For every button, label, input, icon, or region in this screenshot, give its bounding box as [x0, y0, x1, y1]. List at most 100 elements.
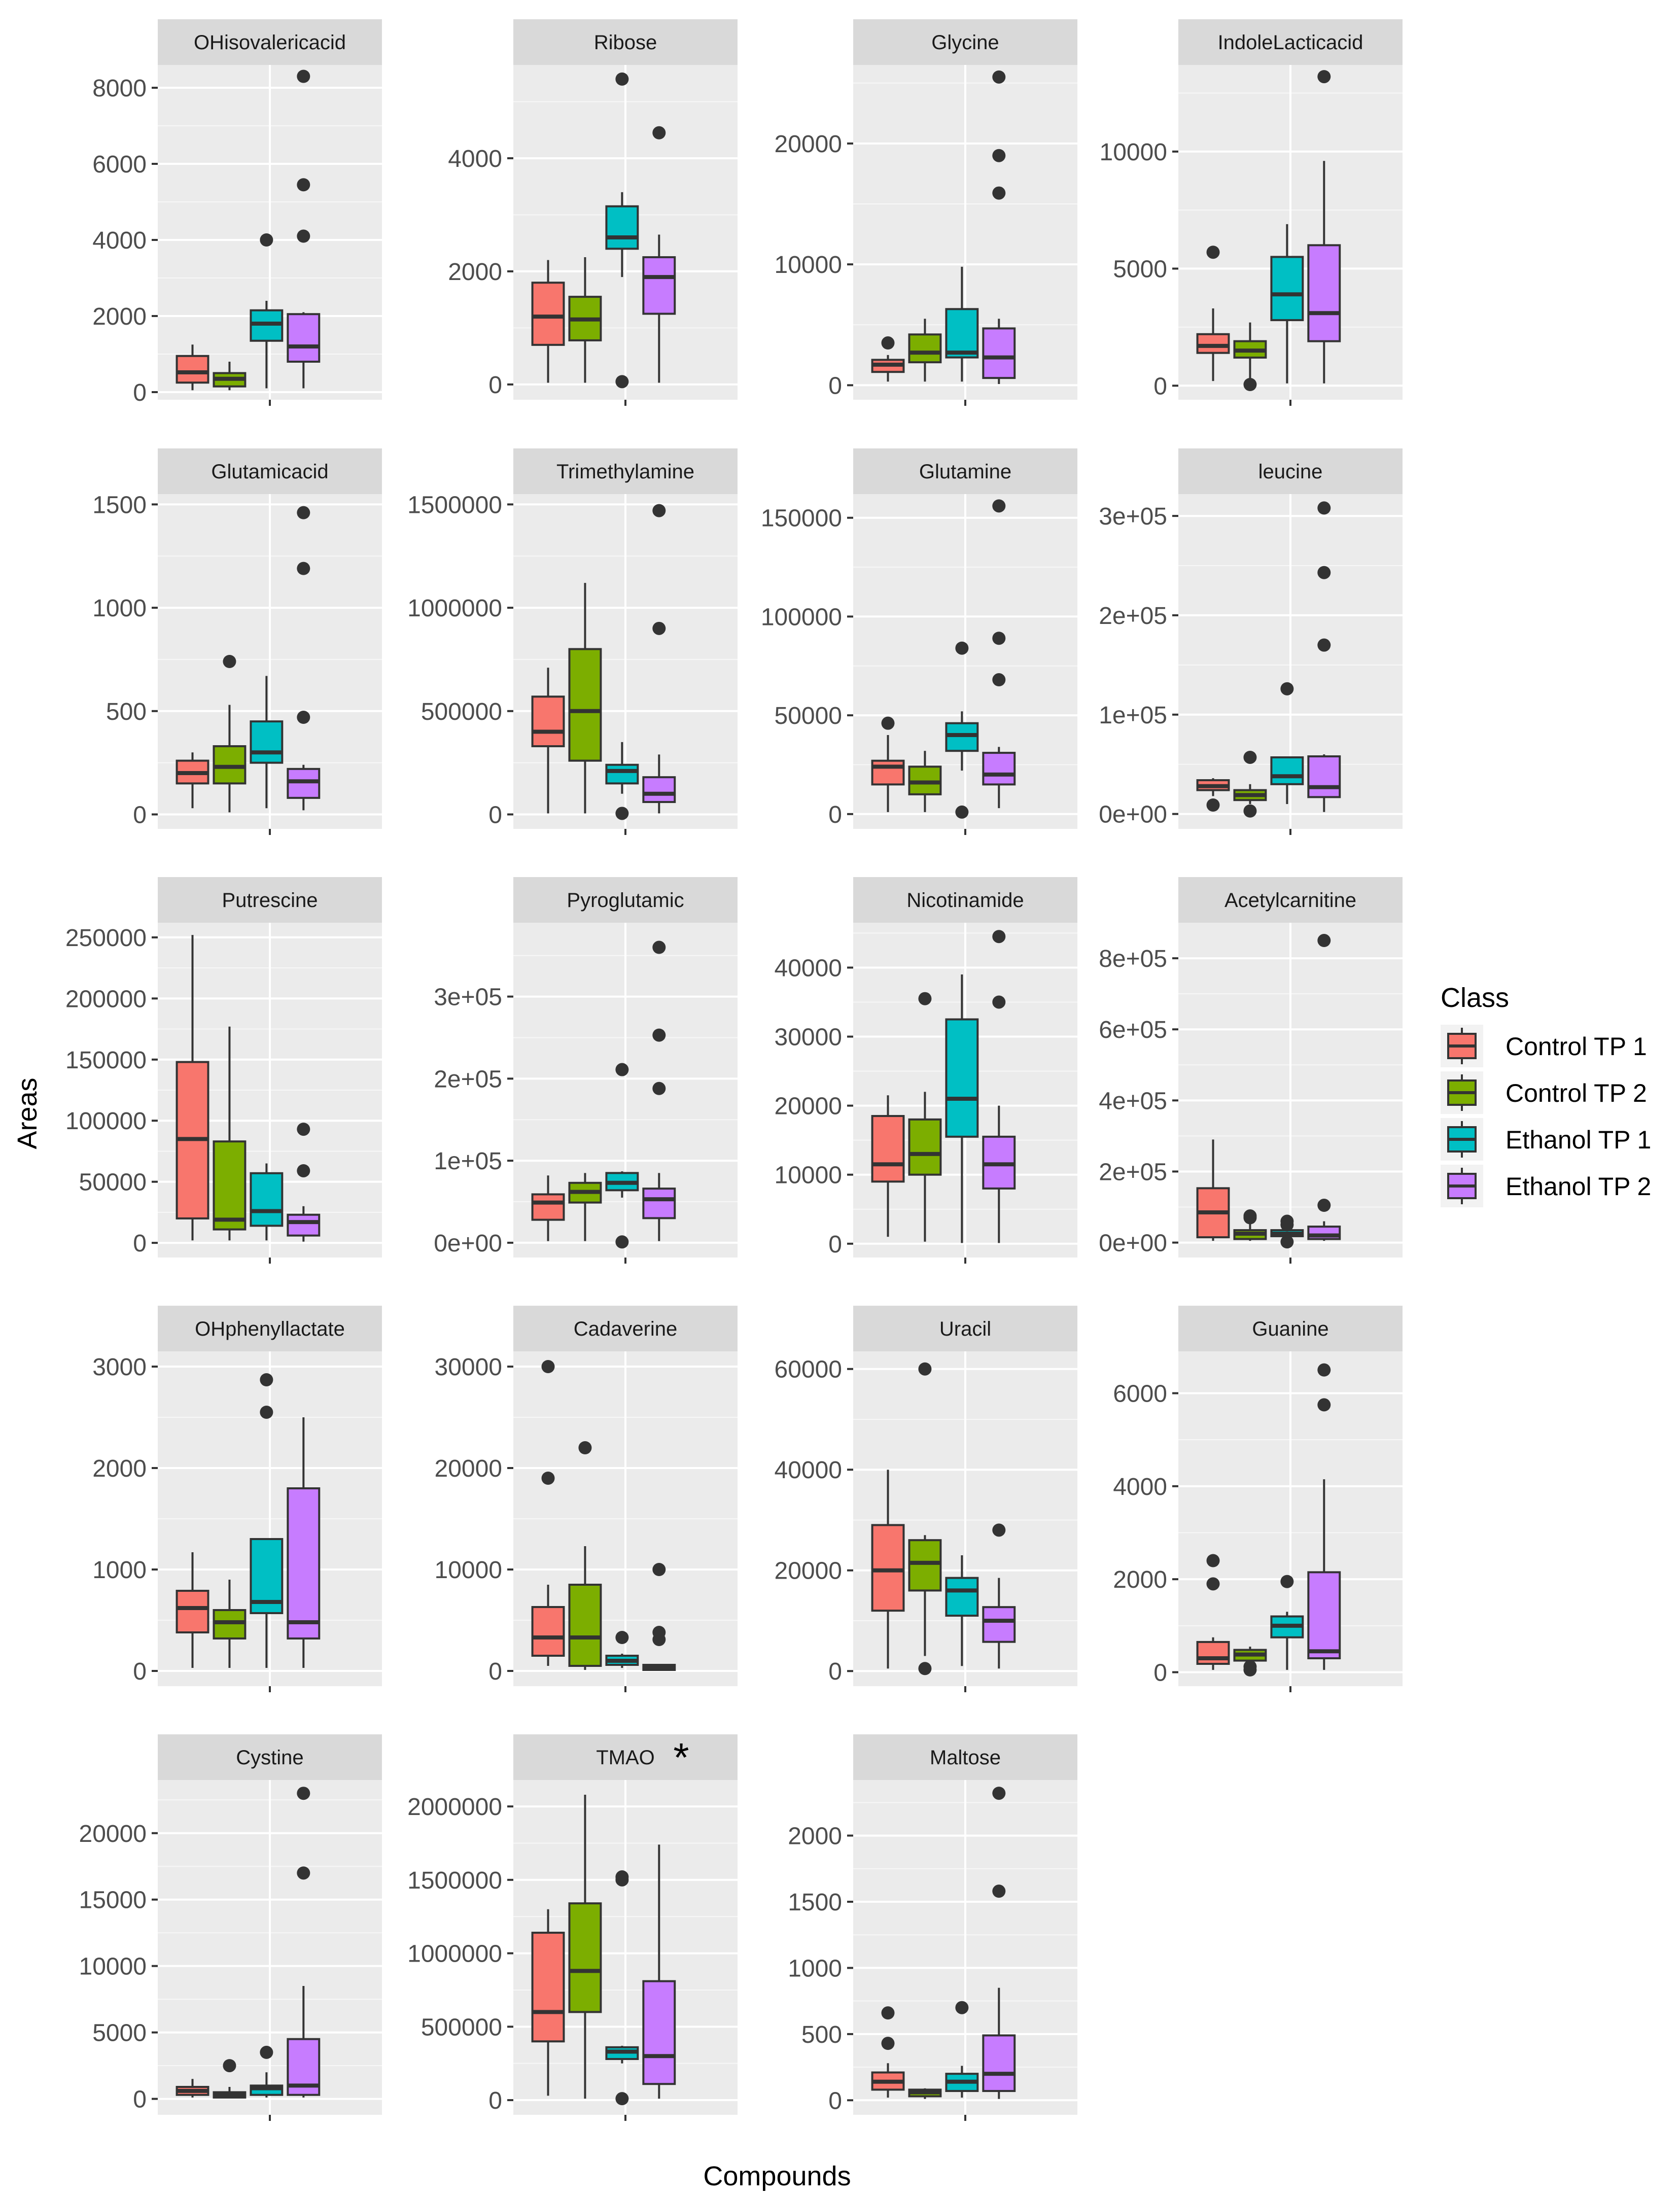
facet-strip [158, 1734, 382, 1780]
facet-title: Guanine [1252, 1318, 1328, 1340]
outlier-point [652, 1081, 666, 1095]
y-tick-label: 2000 [448, 259, 502, 286]
y-tick-label: 150000 [761, 505, 842, 532]
outlier-point [223, 655, 236, 668]
outlier-point [260, 1406, 273, 1419]
facet-strip [513, 1306, 738, 1351]
outlier-point [297, 1787, 310, 1800]
facet-title: OHphenyllactate [195, 1318, 345, 1340]
facet-strip [853, 877, 1077, 923]
outlier-point [992, 1885, 1006, 1898]
box-ethanol-tp-2 [1307, 755, 1341, 798]
y-tick-label: 1000 [92, 595, 147, 622]
box-control-tp-1 [1196, 1641, 1230, 1665]
facet-strip [853, 19, 1077, 65]
box-ethanol-tp-1 [945, 1577, 979, 1617]
facet-title: Glutamine [919, 461, 1011, 483]
y-tick-label: 0 [828, 372, 842, 399]
y-tick-label: 6000 [1113, 1381, 1167, 1408]
y-tick-label: 0 [488, 801, 502, 828]
box-ethanol-tp-1 [1270, 256, 1304, 322]
y-tick-label: 1e+05 [1099, 702, 1167, 729]
box-control-tp-1 [531, 1606, 565, 1657]
y-tick-label: 20000 [79, 1821, 147, 1847]
outlier-point [615, 72, 629, 86]
outlier-point [1317, 1363, 1331, 1377]
facet-title: Cadaverine [574, 1318, 678, 1340]
outlier-point [918, 992, 932, 1005]
y-tick-label: 0 [488, 372, 502, 399]
facet-panel: Acetylcarnitine 0e+00 2e+05 4e+05 6e+05 8e+05 [1099, 877, 1403, 1264]
y-tick-label: 60000 [775, 1356, 842, 1383]
y-axis-title: Areas [12, 1077, 43, 1149]
facet-title: Ribose [594, 31, 657, 54]
outlier-point [297, 506, 310, 519]
facet-title: Trimethylamine [556, 461, 694, 483]
y-tick-label: 3e+05 [434, 984, 502, 1011]
legend-item-label: Ethanol TP 1 [1506, 1126, 1651, 1154]
y-tick-label: 2000000 [407, 1794, 502, 1821]
outlier-point [1206, 1577, 1220, 1591]
y-tick-label: 1e+05 [434, 1148, 502, 1175]
legend-item-label: Ethanol TP 2 [1506, 1172, 1651, 1201]
outlier-point [881, 336, 895, 350]
box-control-tp-2 [568, 1584, 602, 1667]
y-tick-label: 2000 [1113, 1566, 1167, 1593]
box-control-tp-2 [568, 648, 602, 762]
facet-title: Uracil [939, 1318, 991, 1340]
y-tick-label: 1000 [92, 1557, 147, 1584]
facet-title: leucine [1258, 461, 1323, 483]
y-tick-label: 4000 [448, 146, 502, 172]
y-tick-label: 0 [133, 801, 147, 828]
outlier-point [992, 70, 1006, 84]
y-tick-label: 0 [828, 1658, 842, 1685]
outlier-point [652, 621, 666, 635]
y-tick-label: 6e+05 [1099, 1017, 1167, 1043]
facet-strip [853, 448, 1077, 494]
facet-strip [1178, 1306, 1403, 1351]
outlier-point [1317, 934, 1331, 948]
facet-panel: Pyroglutamic 0e+00 1e+05 2e+05 3e+05 [434, 877, 738, 1264]
outlier-point [652, 1563, 666, 1576]
facet-panel: Glutamicacid 0 500 1000 1500 [92, 448, 382, 835]
outlier-point [881, 716, 895, 730]
y-tick-label: 0 [828, 2087, 842, 2114]
outlier-point [1206, 1554, 1220, 1567]
outlier-point [918, 1662, 932, 1676]
y-tick-label: 100000 [65, 1108, 147, 1135]
box-ethanol-tp-2 [287, 1213, 321, 1237]
facet-panel: Glutamine 0 50000 100000 150000 [761, 448, 1077, 835]
y-tick-label: 10000 [775, 252, 842, 278]
outlier-point [541, 1360, 555, 1373]
outlier-point [615, 2092, 629, 2106]
y-tick-label: 500 [106, 699, 147, 725]
outlier-point [260, 2045, 273, 2059]
outlier-point [918, 1362, 932, 1376]
box-control-tp-1 [871, 1524, 905, 1612]
facet-strip [158, 877, 382, 923]
outlier-point [1317, 501, 1331, 515]
outlier-point [260, 1373, 273, 1386]
x-axis-title: Compounds [703, 2161, 851, 2191]
outlier-point [992, 995, 1006, 1009]
facet-panel: OHisovalericacid 0 2000 4000 6000 8000 [92, 19, 382, 406]
box-ethanol-tp-2 [642, 1980, 676, 2085]
box-ethanol-tp-2 [287, 1487, 321, 1639]
y-tick-label: 1500000 [407, 492, 502, 518]
facet-title: Glutamicacid [211, 461, 328, 483]
facet-strip [1178, 448, 1403, 494]
outlier-point [615, 1235, 629, 1249]
outlier-point [955, 641, 969, 655]
facet-panel: Uracil 0 20000 40000 60000 [775, 1306, 1077, 1692]
facet-panel: Putrescine 0 50000 100000 150000 200000 250000 [65, 877, 382, 1264]
outlier-point [615, 1631, 629, 1644]
y-tick-label: 20000 [775, 131, 842, 158]
y-tick-label: 0 [1153, 373, 1167, 400]
box-ethanol-tp-2 [287, 313, 321, 363]
box-ethanol-tp-2 [287, 767, 321, 799]
outlier-point [578, 1441, 592, 1454]
y-tick-label: 10000 [1100, 139, 1167, 166]
y-tick-label: 2e+05 [1099, 603, 1167, 630]
box-control-tp-2 [908, 333, 942, 364]
